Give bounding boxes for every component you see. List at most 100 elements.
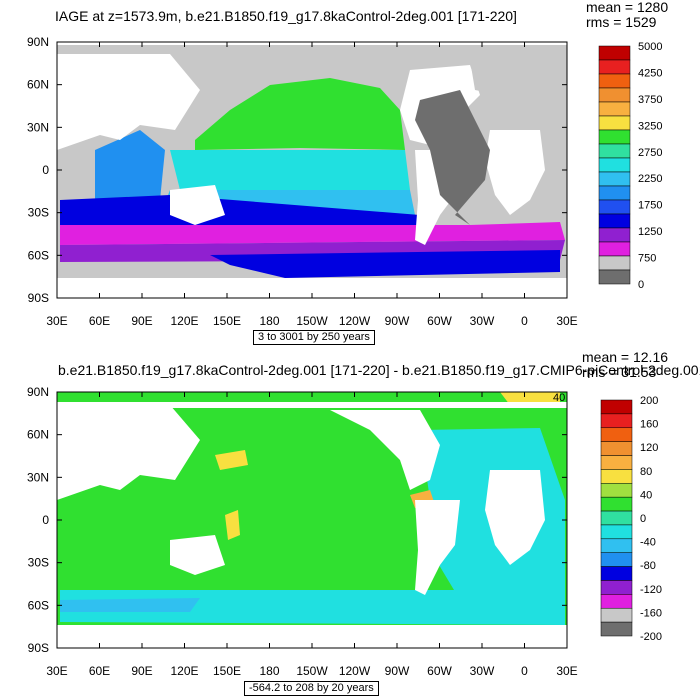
colorbar-swatch: [600, 607, 633, 623]
y-axis: 90N 60N 30N 0 30S 60S 90S: [27, 35, 567, 305]
colorbar-label: 200: [640, 395, 658, 407]
colorbar-swatch: [598, 171, 631, 187]
x-tick-label: 30E: [46, 314, 67, 328]
x-axis: 30E 60E 90E 120E 150E 180 150W 120W 90W 60W 30W 0 30…: [46, 392, 578, 678]
x-tick-label: 150E: [213, 314, 241, 328]
north-america: [330, 410, 440, 490]
colorbar-swatch: [598, 227, 631, 243]
y-tick-label: 90N: [27, 385, 49, 399]
y-tick-label: 90S: [28, 641, 49, 655]
x-tick-label: 150E: [213, 664, 241, 678]
colorbar-swatch: [600, 510, 633, 526]
x-tick-label: 0: [521, 664, 528, 678]
x-tick-label: 30W: [470, 314, 495, 328]
x-tick-label: 90E: [131, 664, 152, 678]
x-tick-label: 120W: [339, 664, 371, 678]
south-america: [415, 500, 460, 595]
colorbar-swatch: [598, 185, 631, 201]
colorbar-label: 5000: [638, 41, 662, 53]
atlantic-deep: [415, 90, 490, 225]
y-tick-label: 60N: [27, 78, 49, 92]
colorbar-swatch: [598, 269, 631, 285]
colorbar-swatch: [600, 441, 633, 456]
africa: [485, 130, 545, 215]
x-tick-label: 90W: [385, 664, 410, 678]
x-tick-label: 0: [521, 314, 528, 328]
pacific-north: [195, 78, 405, 150]
x-tick-label: 30E: [556, 314, 577, 328]
colorbar-label: 2750: [638, 147, 662, 159]
colorbar-label: -120: [640, 584, 662, 596]
indian-ocean: [95, 130, 165, 200]
mean-label: mean = 12.16: [582, 349, 669, 365]
australia: [170, 535, 225, 575]
colorbar-swatch: [598, 199, 631, 215]
colorbar-swatch: [600, 469, 633, 484]
x-tick-label: 60W: [427, 664, 452, 678]
colorbar-swatch: [600, 399, 633, 415]
colorbar-label: 80: [640, 466, 652, 478]
chart-title: b.e21.B1850.f19_g17.8kaControl-2deg.001 …: [58, 362, 700, 378]
mean-label: mean = 1280: [586, 0, 669, 15]
y-axis: 90N 60N 30N 0 30S 60S 90S: [27, 385, 567, 655]
x-tick-label: 90W: [385, 314, 410, 328]
colorbar-swatch: [600, 538, 633, 553]
colorbar-swatch: [598, 45, 631, 61]
southern-band-1: [60, 195, 430, 225]
asia-continent: [57, 405, 200, 500]
chart-title: IAGE at z=1573.9m, b.e21.B1850.f19_g17.8…: [55, 8, 517, 24]
x-tick-label: 150W: [296, 314, 328, 328]
x-tick-label: 90E: [131, 314, 152, 328]
x-tick-label: 150W: [296, 664, 328, 678]
australia: [170, 185, 225, 225]
y-tick-label: 30S: [28, 556, 49, 570]
colorbar-swatch: [598, 115, 631, 131]
rms-label: rms = 31.53: [582, 364, 657, 380]
southern-band-4: [210, 250, 560, 278]
pacific-yellow-2: [225, 510, 240, 540]
x-tick-label: 30W: [470, 664, 495, 678]
x-axis: 30E 60E 90E 120E 150E 180 150W 120W 90W 60W 30W 0 30…: [46, 42, 578, 328]
colorbar: 5000 4250 3750 3250 2750 2250 1750 1250 750 0: [598, 41, 662, 291]
rms-label: rms = 1529: [586, 14, 657, 30]
colorbar-label: -80: [640, 560, 656, 572]
colorbar-swatch: [598, 157, 631, 173]
colorbar-label: 0: [638, 279, 644, 291]
africa: [485, 470, 545, 565]
pacific-mid: [170, 150, 410, 190]
colorbar-swatch: [598, 59, 631, 75]
colorbar-label: 0: [640, 513, 646, 525]
y-tick-label: 60S: [28, 248, 49, 262]
x-tick-label: 30E: [46, 664, 67, 678]
x-tick-label: 60E: [89, 314, 110, 328]
pacific-yellow-1: [215, 450, 248, 470]
colorbar-swatch: [600, 621, 633, 637]
colorbar-swatch: [598, 129, 631, 145]
southern-band-blue: [60, 598, 200, 612]
top-panel: IAGE at z=1573.9m, b.e21.B1850.f19_g17.8…: [27, 0, 669, 345]
colorbar-swatch: [600, 552, 633, 567]
colorbar-label: 120: [640, 442, 658, 454]
atlantic-north: [470, 60, 545, 95]
y-tick-label: 30N: [27, 470, 49, 484]
colorbar-label: 750: [638, 253, 656, 265]
arctic-strip: [57, 402, 567, 408]
colorbar-swatch: [600, 413, 633, 429]
x-tick-label: 120W: [339, 314, 371, 328]
colorbar-swatch: [600, 566, 633, 581]
colorbar-label: -40: [640, 537, 656, 549]
bottom-panel: b.e21.B1850.f19_g17.8kaControl-2deg.001 …: [0, 350, 700, 700]
y-tick-label: 60N: [27, 428, 49, 442]
colorbar-swatch: [598, 241, 631, 257]
colorbar-swatch: [598, 101, 631, 117]
top-map-svg: 30E 60E 90E 120E 150E 180 150W 120W 90W 60W 30W 0 30…: [27, 35, 663, 328]
antarctica: [57, 625, 567, 648]
colorbar-label: 160: [640, 419, 658, 431]
x-tick-label: 180: [259, 664, 279, 678]
colorbar-swatch: [598, 73, 631, 89]
colorbar-label: 1750: [638, 200, 662, 212]
top-map-field: [57, 42, 567, 298]
colorbar-swatch: [600, 580, 633, 595]
contour-interval-label: -564.2 to 208 by 20 years: [244, 681, 379, 696]
y-tick-label: 0: [42, 513, 49, 527]
